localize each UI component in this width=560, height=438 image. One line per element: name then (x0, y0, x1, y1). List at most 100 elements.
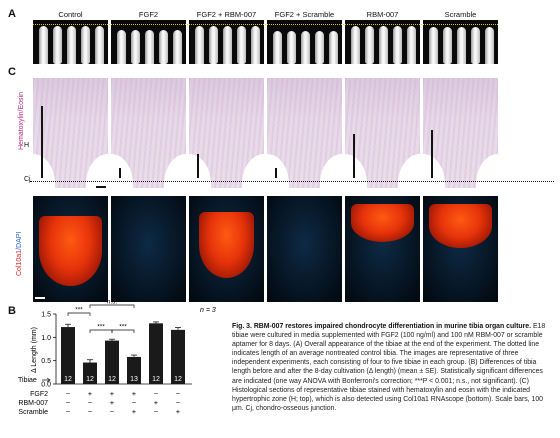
n-label: 12 (64, 376, 72, 383)
tibia-bone (223, 26, 232, 64)
caption-title: Fig. 3. RBM-007 restores impaired chondr… (232, 323, 532, 330)
scale-bar (35, 297, 45, 299)
y-tick-label: 1.5 (41, 312, 51, 319)
bar (61, 327, 75, 384)
significance-label: *** (119, 324, 127, 331)
n-label: 12 (152, 376, 160, 383)
treatment-sign: − (176, 398, 181, 407)
tibia-bone (365, 26, 374, 64)
tibia-bone (117, 30, 126, 64)
treatment-label: RBM-007 (18, 400, 48, 407)
tibia-bone (173, 30, 182, 64)
col10a1-fluorescence (189, 196, 264, 302)
fluor-stain-label: Col10a1/DAPI (16, 231, 23, 276)
col10a1-signal (39, 216, 102, 286)
treatment-sign: − (66, 407, 71, 416)
tibia-bone (351, 26, 360, 64)
cj-label: Cj (24, 176, 31, 183)
tibia-bone (81, 26, 90, 64)
hypertrophic-zone-bar (41, 106, 43, 178)
col10a1-fluorescence (111, 196, 186, 302)
treatment-sign: − (66, 389, 71, 398)
significance-bracket (89, 304, 135, 308)
y-axis-label: Δ Length (mm) (31, 327, 38, 373)
tibiae-arrow (42, 377, 51, 383)
col10a1-fluorescence (423, 196, 498, 302)
panel-label-b: B (8, 305, 16, 317)
h-zone-label: H (24, 142, 30, 149)
hypertrophic-zone-bar (353, 134, 355, 178)
panel-label-a: A (8, 8, 16, 20)
group-header: FGF2 (138, 10, 159, 19)
he-section (345, 72, 420, 188)
n-label: 12 (108, 376, 116, 383)
scale-bar (96, 186, 106, 188)
col10a1-signal (199, 212, 254, 278)
tibia-photo (33, 20, 108, 64)
treatment-sign: − (110, 407, 115, 416)
treatment-sign: − (154, 407, 159, 416)
n-label: 13 (130, 376, 138, 383)
hypertrophic-zone-bar (275, 168, 277, 178)
tibia-bone (485, 27, 494, 64)
tibia-photo (111, 20, 186, 64)
significance-label: *** (75, 307, 83, 314)
he-section (189, 72, 264, 188)
col10a1-signal (429, 204, 492, 248)
treatment-sign: + (110, 389, 115, 398)
tibia-bone (315, 31, 324, 64)
tibia-bone (251, 26, 260, 64)
tibia-bone (329, 31, 338, 64)
tibia-bone (131, 30, 140, 64)
treatment-label: Scramble (18, 409, 48, 416)
significance-bracket (67, 312, 91, 316)
he-section (111, 72, 186, 188)
y-tick-label: 1.0 (41, 335, 51, 342)
tibia-bone (209, 26, 218, 64)
significance-bracket (111, 329, 135, 333)
y-tick-label: 0.5 (41, 358, 51, 365)
caption-body: E18 tibiae were cultured in media supple… (232, 323, 546, 412)
col10a1-fluorescence (33, 196, 108, 302)
hypertrophic-zone-bar (431, 130, 433, 178)
he-section (423, 72, 498, 188)
group-header: FGF2 + RBM-007 (196, 10, 257, 19)
tibia-bone (443, 27, 452, 64)
tibia-photo (267, 20, 342, 64)
treatment-sign: − (132, 398, 137, 407)
figure-caption: Fig. 3. RBM-007 restores impaired chondr… (232, 322, 552, 413)
tibia-bone (407, 26, 416, 64)
group-header: RBM-007 (366, 10, 399, 19)
treatment-sign: + (176, 407, 181, 416)
bar (149, 323, 163, 384)
hypertrophic-zone-bar (119, 168, 121, 178)
bar (171, 329, 185, 384)
hypertrophic-zone-bar (197, 154, 199, 178)
treatment-sign: − (66, 398, 71, 407)
he-section (267, 72, 342, 188)
tibia-bone (159, 30, 168, 64)
tibia-bone (273, 31, 282, 64)
tibia-photo (189, 20, 264, 64)
n-label: 12 (174, 376, 182, 383)
treatment-sign: + (132, 407, 137, 416)
treatment-sign: − (176, 389, 181, 398)
tibiae-label: Tibiae (18, 377, 37, 384)
tibia-bone (471, 27, 480, 64)
col10a1-fluorescence (267, 196, 342, 302)
treatment-sign: + (154, 398, 159, 407)
tibia-bone (145, 30, 154, 64)
significance-label: *** (97, 324, 105, 331)
treatment-sign: + (88, 389, 93, 398)
control-length-dotted-line (33, 24, 498, 25)
treatment-sign: − (154, 389, 159, 398)
tibia-bone (287, 31, 296, 64)
he-section (33, 72, 108, 188)
bar (127, 356, 141, 384)
tibia-photo (345, 20, 420, 64)
tibia-bone (457, 27, 466, 64)
tibia-bone (95, 26, 104, 64)
panel-label-c: C (8, 66, 16, 78)
tibia-bone (379, 26, 388, 64)
tibia-bone (39, 26, 48, 64)
